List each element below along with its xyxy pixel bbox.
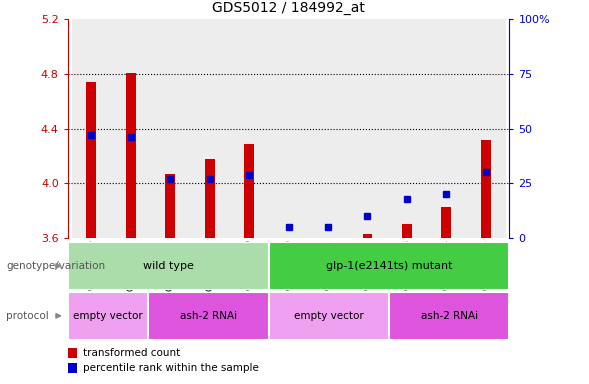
Text: protocol: protocol	[6, 311, 49, 321]
Bar	[389, 292, 509, 340]
Bar	[166, 174, 175, 238]
Bar	[190, 19, 230, 238]
Bar	[269, 292, 389, 340]
Bar	[269, 242, 509, 290]
Bar	[308, 19, 348, 238]
Title: GDS5012 / 184992_at: GDS5012 / 184992_at	[212, 2, 365, 15]
Bar	[230, 19, 269, 238]
Text: genotype/variation: genotype/variation	[6, 261, 105, 271]
Bar	[244, 144, 254, 238]
Bar	[441, 207, 451, 238]
Text: transformed count: transformed count	[83, 348, 180, 358]
Bar	[151, 19, 190, 238]
Bar	[205, 159, 214, 238]
Bar	[387, 19, 426, 238]
Bar	[68, 292, 148, 340]
Bar	[348, 19, 387, 238]
Bar	[481, 140, 491, 238]
Bar	[87, 82, 97, 238]
Bar	[148, 292, 269, 340]
Text: empty vector: empty vector	[294, 311, 363, 321]
Bar	[68, 348, 77, 358]
Text: percentile rank within the sample: percentile rank within the sample	[83, 363, 259, 373]
Text: ash-2 RNAi: ash-2 RNAi	[180, 311, 237, 321]
Text: wild type: wild type	[143, 261, 194, 271]
Bar	[126, 73, 136, 238]
Bar	[402, 224, 412, 238]
Bar	[363, 234, 372, 238]
Text: empty vector: empty vector	[73, 311, 143, 321]
Bar	[426, 19, 466, 238]
Text: ash-2 RNAi: ash-2 RNAi	[421, 311, 478, 321]
Text: glp-1(e2141ts) mutant: glp-1(e2141ts) mutant	[326, 261, 452, 271]
Bar	[72, 19, 111, 238]
Bar	[68, 363, 77, 373]
Bar	[466, 19, 505, 238]
Bar	[111, 19, 151, 238]
Bar	[68, 242, 269, 290]
Bar	[269, 19, 308, 238]
